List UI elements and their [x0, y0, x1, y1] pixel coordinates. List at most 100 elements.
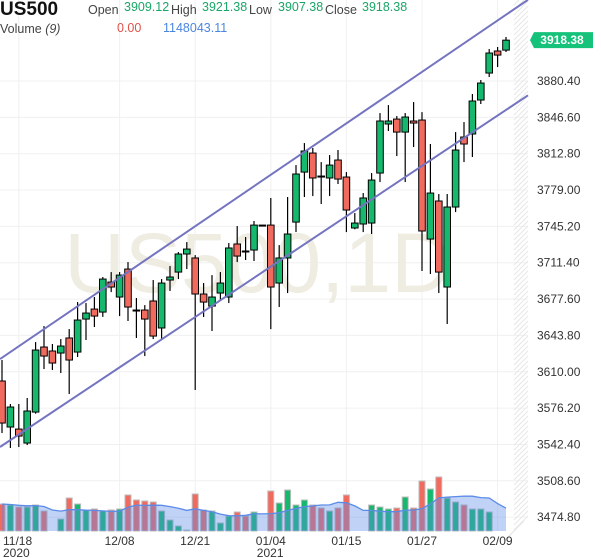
volume-bar — [485, 511, 493, 532]
volume-ma-value: 1148043.11 — [163, 21, 228, 35]
candle-body — [157, 282, 166, 329]
trend-channel[interactable] — [0, 0, 529, 448]
candle-up — [258, 224, 267, 227]
candle-down — [334, 150, 342, 185]
hatch-line — [513, 435, 529, 451]
candle-body — [6, 406, 15, 428]
candle-body — [451, 149, 460, 208]
hatch-line — [513, 305, 529, 321]
hatch-line — [513, 240, 529, 256]
hatch-line — [513, 375, 529, 391]
volume-bar — [116, 508, 124, 532]
candle-body — [325, 164, 334, 179]
candle-body — [409, 120, 418, 124]
hatch-line — [513, 525, 520, 532]
hatch-line — [513, 300, 529, 316]
candles — [0, 36, 510, 448]
candle-down — [149, 280, 157, 340]
candle-body — [477, 82, 485, 101]
candle-body — [90, 308, 99, 317]
volume-bar — [74, 503, 82, 532]
hatch-line — [513, 175, 529, 191]
hatch-line — [513, 430, 529, 446]
hatch-line — [513, 130, 529, 146]
candle-body — [401, 116, 409, 133]
hatch-line — [513, 490, 529, 506]
price-axis[interactable]: 3880.40 3846.60 3812.80 3779.00 3745.20 3711.… — [537, 74, 581, 524]
candle-up — [359, 193, 367, 233]
candle-up — [183, 242, 191, 270]
volume-bar — [65, 497, 73, 532]
hatch-line — [513, 425, 529, 441]
channel-line-lower[interactable] — [0, 94, 529, 448]
hatch-line — [513, 360, 529, 376]
hatch-line — [513, 380, 529, 396]
hatch-line — [513, 290, 529, 306]
volume-bar — [452, 501, 460, 532]
candle-body — [174, 253, 183, 273]
hatch-line — [513, 320, 529, 336]
hatch-line — [513, 495, 529, 511]
candle-body — [73, 319, 82, 353]
candle-down — [233, 226, 241, 263]
candle-up — [157, 279, 166, 340]
candle-body — [250, 224, 258, 251]
hatch-line — [513, 235, 529, 251]
candle-body — [342, 176, 351, 211]
channel-line-upper[interactable] — [0, 0, 529, 360]
candle-body — [191, 257, 199, 295]
hatch-line — [513, 155, 529, 171]
hatch-line — [513, 125, 529, 141]
candle-body — [258, 224, 267, 227]
candle-body — [233, 243, 241, 257]
price-tick-label: 3812.80 — [537, 147, 581, 161]
hatch-line — [513, 5, 529, 21]
hatch-line — [513, 280, 529, 296]
volume-bar — [158, 510, 166, 532]
hatch-line — [513, 15, 529, 31]
hatch-line — [513, 400, 529, 416]
hatch-line — [513, 445, 529, 461]
volume-bar — [208, 510, 216, 532]
hatch-line — [513, 210, 529, 226]
last-price-text: 3918.38 — [540, 33, 584, 47]
hatch-line — [513, 115, 529, 131]
volume-label-text: Volume — [0, 22, 42, 36]
candle-body — [82, 312, 90, 320]
hatch-line — [513, 460, 529, 476]
candle-body — [426, 192, 435, 240]
hatch-line — [513, 85, 529, 101]
candle-up — [57, 339, 65, 374]
candle-down — [409, 102, 418, 148]
volume-bar — [300, 499, 308, 532]
candle-up — [216, 272, 225, 301]
hatch-line — [513, 245, 529, 261]
hatch-line — [513, 35, 529, 51]
candle-body — [141, 309, 149, 320]
hatch-line — [513, 480, 529, 496]
candle-body — [443, 206, 451, 288]
hatch-line — [513, 20, 529, 36]
hatch-line — [513, 465, 529, 481]
candle-body — [393, 118, 401, 133]
hatch-line — [513, 215, 529, 231]
hatch-line — [513, 265, 529, 281]
date-tick-label: 12/08 — [105, 534, 135, 548]
candle-down — [65, 329, 74, 395]
hatch-line — [513, 30, 529, 46]
candle-up — [31, 342, 40, 414]
candle-down — [40, 326, 48, 370]
candle-body — [149, 300, 157, 337]
candle-up — [351, 213, 359, 230]
candle-body — [493, 50, 502, 56]
candle-down — [317, 162, 325, 205]
close-label: Close — [325, 3, 357, 17]
candle-body — [166, 276, 174, 281]
hatch-line — [513, 60, 529, 76]
candle-body — [40, 346, 48, 357]
hatch-line — [513, 455, 529, 471]
hatch-line — [513, 315, 529, 331]
hatch-line — [513, 220, 529, 236]
